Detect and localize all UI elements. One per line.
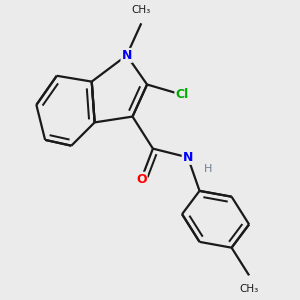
Text: CH₃: CH₃	[239, 284, 259, 294]
Text: N: N	[183, 151, 193, 164]
Text: O: O	[136, 173, 147, 186]
Text: H: H	[204, 164, 212, 174]
Text: Cl: Cl	[176, 88, 189, 101]
Text: CH₃: CH₃	[132, 4, 151, 15]
Text: N: N	[122, 49, 132, 62]
